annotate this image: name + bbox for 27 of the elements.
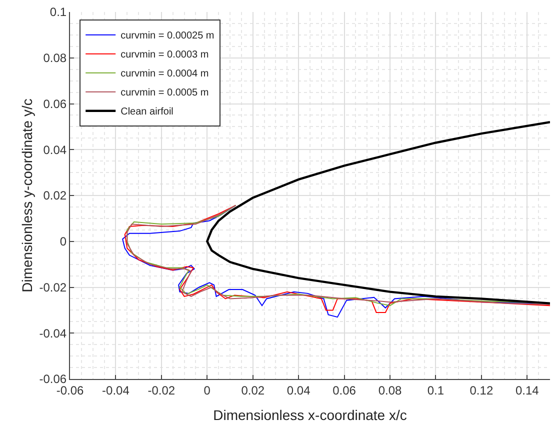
- x-tick-label: 0.06: [332, 383, 356, 398]
- y-tick-label: -0.04: [39, 326, 67, 340]
- x-tick-label: 0: [204, 383, 211, 398]
- y-tick-label: 0.02: [43, 188, 67, 203]
- legend-label: curvmin = 0.0005 m: [120, 88, 209, 99]
- y-tick-label: -0.02: [39, 280, 67, 294]
- y-tick-label: 0.08: [43, 51, 67, 66]
- x-tick-label: 0.04: [286, 383, 311, 398]
- x-tick-label: 0.1: [427, 383, 444, 398]
- y-axis-title: Dimensionless y-coordinate y/c: [19, 98, 35, 292]
- legend-label: curvmin = 0.0003 m: [120, 50, 209, 61]
- y-tick-label: 0.04: [43, 142, 67, 157]
- y-tick-label: -0.06: [39, 372, 67, 386]
- x-tick-label: 0.08: [378, 383, 402, 398]
- x-tick-label: -0.02: [148, 383, 176, 398]
- x-tick-label: 0.14: [515, 383, 540, 398]
- x-tick-label: 0.12: [470, 383, 494, 398]
- y-tick-label: 0: [60, 234, 67, 249]
- y-tick-label: 0.06: [43, 96, 67, 111]
- line-series: [206, 121, 550, 304]
- x-tick-label: 0.02: [241, 383, 265, 398]
- legend-label: curvmin = 0.00025 m: [120, 30, 214, 42]
- x-axis-title: Dimensionless x-coordinate x/c: [213, 407, 407, 423]
- legend-label: curvmin = 0.0004 m: [120, 68, 209, 80]
- y-tick-label: 0.1: [50, 5, 67, 20]
- legend-label: Clean airfoil: [120, 106, 174, 118]
- x-tick-label: -0.04: [102, 383, 130, 398]
